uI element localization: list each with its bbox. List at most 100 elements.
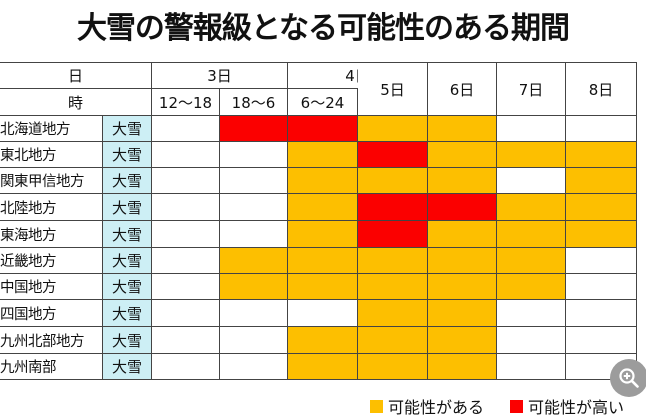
day-7-header: 7日 bbox=[497, 62, 566, 116]
period-cell-none bbox=[497, 354, 566, 380]
period-cell-possible bbox=[428, 142, 497, 168]
period-cell-high bbox=[288, 116, 358, 142]
period-cell-none bbox=[152, 300, 220, 327]
warning-type-label: 大雪 bbox=[103, 194, 152, 221]
zoom-in-button[interactable] bbox=[610, 359, 646, 397]
period-cell-possible bbox=[497, 274, 566, 300]
warning-type-label: 大雪 bbox=[103, 142, 152, 168]
period-cell-none bbox=[152, 327, 220, 354]
period-cell-possible bbox=[288, 274, 358, 300]
period-cell-none bbox=[497, 116, 566, 142]
period-cell-none bbox=[220, 354, 288, 380]
period-cell-possible bbox=[428, 168, 497, 194]
period-cell-none bbox=[152, 116, 220, 142]
period-cell-possible bbox=[428, 274, 497, 300]
period-cell-possible bbox=[288, 194, 358, 221]
period-cell-possible bbox=[497, 142, 566, 168]
period-cell-possible bbox=[566, 221, 637, 248]
period-cell-possible bbox=[288, 221, 358, 248]
time-12-18-header: 12～18 bbox=[152, 89, 220, 116]
period-cell-possible bbox=[497, 248, 566, 274]
region-label: 中国地方 bbox=[0, 274, 103, 300]
period-cell-none bbox=[220, 194, 288, 221]
period-cell-possible bbox=[358, 248, 428, 274]
period-cell-none bbox=[152, 194, 220, 221]
warning-type-label: 大雪 bbox=[103, 221, 152, 248]
warning-type-label: 大雪 bbox=[103, 168, 152, 194]
day-8-header: 8日 bbox=[566, 62, 637, 116]
warning-type-label: 大雪 bbox=[103, 248, 152, 274]
period-cell-none bbox=[220, 221, 288, 248]
legend-swatch-possible bbox=[370, 399, 383, 413]
period-cell-none bbox=[152, 221, 220, 248]
period-cell-none bbox=[497, 168, 566, 194]
page-title: 大雪の警報級となる可能性のある期間 bbox=[76, 11, 570, 46]
period-cell-none bbox=[152, 168, 220, 194]
region-label: 北陸地方 bbox=[0, 194, 103, 221]
time-18-6-header: 18～6 bbox=[220, 89, 288, 116]
period-cell-possible bbox=[220, 274, 288, 300]
legend-label-possible: 可能性がある bbox=[388, 398, 485, 417]
period-cell-high bbox=[428, 194, 497, 221]
period-cell-none bbox=[220, 300, 288, 327]
period-cell-none bbox=[288, 300, 358, 327]
legend-item-possible: 可能性がある bbox=[370, 396, 485, 417]
magnifier-plus-icon bbox=[619, 368, 639, 388]
day-6-header: 6日 bbox=[428, 62, 497, 116]
region-label: 関東甲信地方 bbox=[0, 168, 103, 194]
period-cell-none bbox=[152, 354, 220, 380]
time-header: 時 bbox=[0, 89, 152, 116]
time-6-24-header: 6～24 bbox=[288, 89, 358, 116]
region-label: 東北地方 bbox=[0, 142, 103, 168]
period-cell-possible bbox=[428, 354, 497, 380]
region-label: 近畿地方 bbox=[0, 248, 103, 274]
period-cell-possible bbox=[358, 327, 428, 354]
period-cell-possible bbox=[497, 221, 566, 248]
region-label: 北海道地方 bbox=[0, 116, 103, 142]
period-cell-none bbox=[566, 116, 637, 142]
region-label: 東海地方 bbox=[0, 221, 103, 248]
legend-label-high: 可能性が高い bbox=[528, 398, 625, 417]
period-cell-possible bbox=[428, 327, 497, 354]
period-cell-none bbox=[566, 300, 637, 327]
warning-type-label: 大雪 bbox=[103, 327, 152, 354]
period-cell-none bbox=[220, 168, 288, 194]
period-cell-possible bbox=[288, 248, 358, 274]
period-cell-possible bbox=[566, 168, 637, 194]
period-cell-possible bbox=[358, 274, 428, 300]
legend-item-high: 可能性が高い bbox=[510, 396, 625, 417]
period-cell-possible bbox=[288, 168, 358, 194]
period-cell-possible bbox=[288, 354, 358, 380]
period-cell-possible bbox=[428, 248, 497, 274]
period-cell-high bbox=[358, 142, 428, 168]
period-cell-possible bbox=[358, 300, 428, 327]
period-cell-possible bbox=[358, 168, 428, 194]
period-cell-none bbox=[152, 142, 220, 168]
period-cell-possible bbox=[497, 194, 566, 221]
period-cell-none bbox=[152, 248, 220, 274]
period-cell-possible bbox=[428, 116, 497, 142]
period-cell-high bbox=[358, 221, 428, 248]
region-label: 九州北部地方 bbox=[0, 327, 103, 354]
period-cell-possible bbox=[288, 142, 358, 168]
period-cell-none bbox=[566, 327, 637, 354]
period-cell-none bbox=[152, 274, 220, 300]
period-cell-none bbox=[497, 300, 566, 327]
period-cell-none bbox=[220, 327, 288, 354]
period-cell-possible bbox=[566, 142, 637, 168]
period-cell-high bbox=[220, 116, 288, 142]
period-cell-none bbox=[497, 327, 566, 354]
period-cell-possible bbox=[288, 327, 358, 354]
period-cell-possible bbox=[220, 248, 288, 274]
region-label: 九州南部 bbox=[0, 354, 103, 380]
legend-swatch-high bbox=[510, 399, 523, 413]
day-header: 日 bbox=[0, 62, 152, 89]
period-cell-none bbox=[566, 248, 637, 274]
period-cell-high bbox=[358, 194, 428, 221]
warning-type-label: 大雪 bbox=[103, 300, 152, 327]
period-cell-possible bbox=[566, 194, 637, 221]
day-3-header: 3日 bbox=[152, 62, 288, 89]
warning-type-label: 大雪 bbox=[103, 354, 152, 380]
warning-type-label: 大雪 bbox=[103, 274, 152, 300]
